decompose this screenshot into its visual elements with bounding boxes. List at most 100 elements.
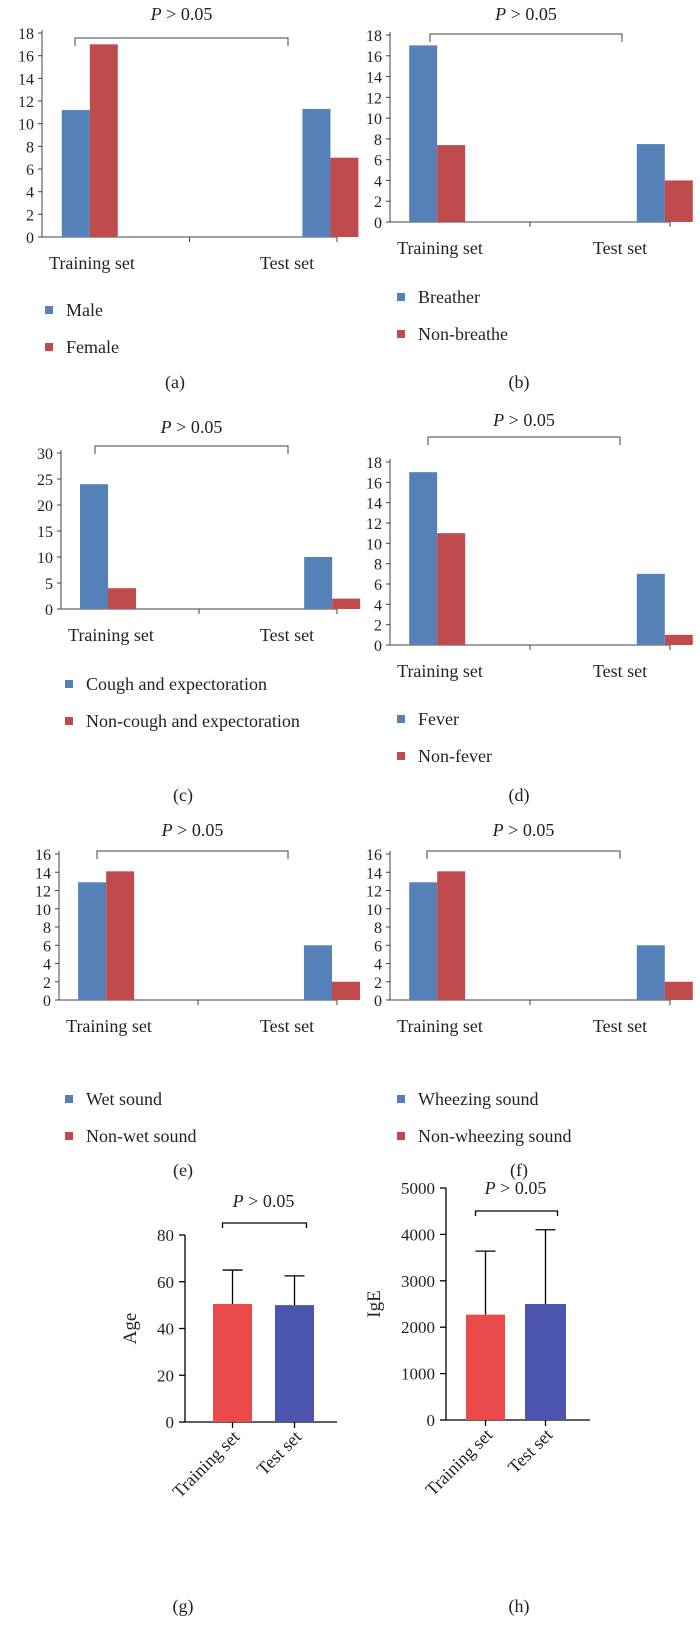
p-value-annotation: P > 0.05: [494, 4, 557, 24]
p-value-annotation: P > 0.05: [484, 1178, 547, 1198]
y-tick-label: 16: [18, 49, 34, 66]
y-tick-label: 16: [366, 847, 382, 864]
y-tick-label: 16: [366, 475, 382, 492]
x-category-label: Training set: [68, 625, 154, 645]
y-tick-label: 40: [157, 1320, 174, 1339]
x-category-label: Test set: [593, 661, 647, 681]
legend-label: Wheezing sound: [418, 1089, 538, 1109]
x-category-label: Test set: [593, 238, 647, 258]
legend-label: Non-cough and expectoration: [86, 711, 300, 731]
p-value-annotation: P > 0.05: [161, 820, 224, 840]
y-tick-label: 3000: [401, 1272, 435, 1291]
y-tick-label: 2: [374, 618, 382, 635]
legend-label: Non-fever: [418, 746, 492, 766]
legend-label: Non-breathe: [418, 324, 508, 344]
bar-fever: [636, 573, 665, 645]
bar-female: [89, 44, 118, 238]
x-category-label: Training set: [66, 1016, 152, 1036]
chart-panel-g: 0 20 40 60 80 Training set Test set P > 0.05 Age…: [120, 1191, 337, 1617]
y-tick-label: 12: [18, 94, 34, 111]
bar-non-wheezing-sound: [437, 871, 466, 1000]
y-tick-label: 4: [374, 957, 382, 974]
y-tick-label: 0: [374, 993, 382, 1010]
x-category-label: Test set: [253, 1427, 305, 1479]
y-tick-label: 10: [18, 117, 34, 134]
legend-swatch: [397, 715, 405, 723]
y-tick-label: 2: [26, 207, 34, 224]
y-tick-label: 18: [18, 26, 34, 43]
y-tick-label: 14: [35, 865, 51, 882]
p-value-annotation: P > 0.05: [492, 820, 555, 840]
bar-test-set: [525, 1304, 566, 1420]
y-tick-label: 15: [37, 524, 53, 541]
legend-swatch: [45, 306, 53, 314]
y-tick-label: 0: [166, 1413, 175, 1432]
chart-panel-d: 0 2 4 6 8 10 12 14 16 18 Training set Test set P > 0…: [366, 410, 693, 806]
y-tick-label: 80: [157, 1226, 174, 1245]
significance-bracket: [74, 37, 289, 46]
legend-swatch: [65, 680, 73, 688]
y-tick-label: 18: [366, 455, 382, 472]
legend-swatch: [397, 293, 405, 301]
y-tick-label: 0: [374, 215, 382, 232]
legend-swatch: [45, 343, 53, 351]
y-tick-label: 2: [374, 194, 382, 211]
y-tick-label: 0: [427, 1411, 436, 1430]
panel-label: (c): [173, 785, 193, 806]
x-category-label: Test set: [504, 1425, 556, 1477]
x-category-label: Test set: [593, 1016, 647, 1036]
bar-non-cough-and-expectoration: [108, 588, 137, 609]
y-tick-label: 14: [18, 71, 34, 88]
legend-label: Cough and expectoration: [86, 674, 267, 694]
bar-male: [302, 108, 331, 237]
y-tick-label: 2: [374, 975, 382, 992]
y-tick-label: 8: [374, 132, 382, 149]
legend-swatch: [65, 1095, 73, 1103]
legend-label: Wet sound: [86, 1089, 162, 1109]
x-category-label: Training set: [421, 1425, 496, 1500]
y-tick-label: 8: [43, 920, 51, 937]
x-category-label: Training set: [168, 1427, 243, 1502]
bar-non-cough-and-expectoration: [332, 598, 361, 609]
y-tick-label: 5: [45, 576, 53, 593]
legend-swatch: [397, 752, 405, 760]
panel-label: (h): [509, 1596, 530, 1617]
x-category-label: Training set: [397, 238, 483, 258]
y-tick-label: 18: [366, 28, 382, 45]
chart-panel-a: 0 2 4 6 8 10 12 14 16 18 Training set Test set P > 0…: [18, 4, 359, 393]
y-tick-label: 5000: [401, 1179, 435, 1198]
y-tick-label: 14: [366, 865, 382, 882]
significance-bracket: [427, 436, 621, 445]
bar-fever: [409, 472, 438, 645]
y-tick-label: 0: [374, 638, 382, 655]
bar-cough-and-expectoration: [80, 484, 109, 609]
bar-test-set: [275, 1305, 314, 1422]
legend-label: Female: [66, 337, 119, 357]
y-tick-label: 12: [366, 90, 382, 107]
y-tick-label: 12: [366, 516, 382, 533]
bar-wet-sound: [78, 882, 107, 1000]
panel-label: (e): [173, 1160, 193, 1181]
x-category-label: Test set: [260, 1016, 314, 1036]
legend-swatch: [65, 1132, 73, 1140]
legend-swatch: [65, 717, 73, 725]
y-axis-label: Age: [120, 1313, 141, 1345]
y-tick-label: 0: [43, 993, 51, 1010]
bar-training-set: [213, 1303, 252, 1422]
significance-bracket: [94, 445, 289, 454]
x-category-label: Training set: [397, 1016, 483, 1036]
y-tick-label: 8: [374, 557, 382, 574]
legend-label: Breather: [418, 287, 480, 307]
y-tick-label: 12: [35, 884, 51, 901]
bar-non-wet-sound: [331, 981, 360, 1000]
y-tick-label: 14: [366, 496, 382, 513]
x-category-label: Test set: [260, 625, 314, 645]
legend-swatch: [397, 1132, 405, 1140]
panel-label: (a): [165, 372, 185, 393]
y-tick-label: 6: [374, 938, 382, 955]
significance-bracket: [96, 850, 289, 859]
y-tick-label: 10: [366, 111, 382, 128]
